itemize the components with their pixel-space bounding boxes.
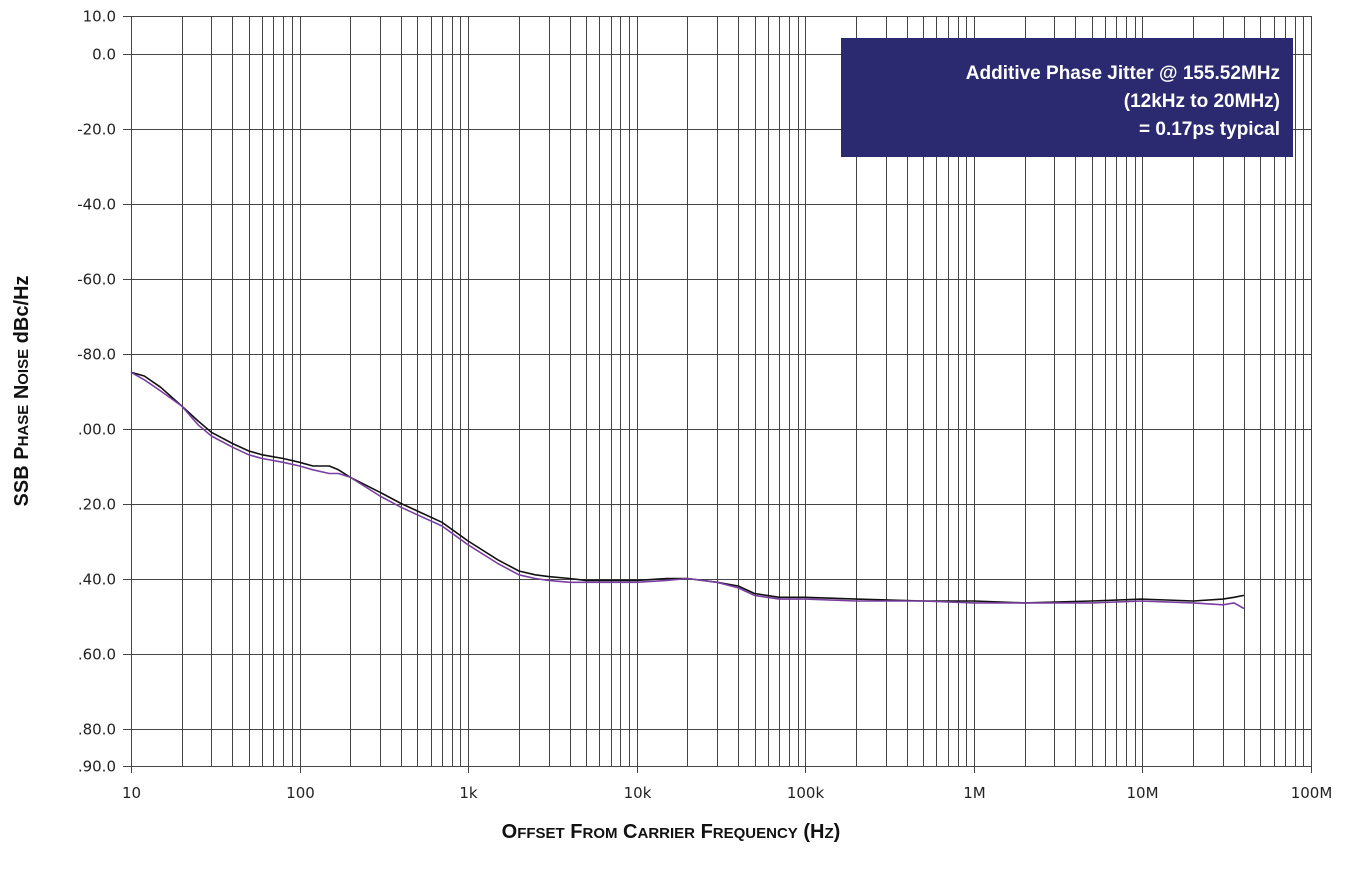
label-part: O [502, 821, 518, 843]
series-line-1 [130, 371, 1245, 604]
y-tick-label: .80.0 [78, 721, 116, 739]
x-tick-label: 1k [459, 784, 478, 802]
label-part: OISE [15, 349, 32, 385]
label-part: ARRIER [638, 825, 696, 842]
label-part: HASE [15, 405, 32, 447]
label-part: F [695, 821, 713, 843]
y-tick-label: -80.0 [77, 346, 116, 364]
label-part: F [565, 821, 583, 843]
y-tick-label: -60.0 [77, 271, 116, 289]
x-tick-label: 10 [122, 784, 141, 802]
annotation-line: = 0.17ps typical [1139, 119, 1280, 140]
y-tick-label: 0.0 [92, 46, 116, 64]
x-tick-label: 100M [1291, 784, 1333, 802]
y-tick-label: -20.0 [77, 121, 116, 139]
label-part: (H [798, 821, 825, 843]
series-line-2 [130, 371, 1245, 610]
label-part: dBc/Hz [11, 276, 33, 349]
x-tick-label: 1M [963, 784, 986, 802]
label-part: REQUENCY [713, 825, 798, 842]
y-tick-label: 10.0 [83, 8, 116, 26]
y-tick-label: .60.0 [78, 646, 116, 664]
jitter-annotation: Additive Phase Jitter @ 155.52MHz (12kHz … [841, 38, 1293, 157]
x-tick-label: 10k [624, 784, 652, 802]
annotation-box [841, 38, 1293, 157]
y-tick-label: -40.0 [77, 196, 116, 214]
y-tick-label: .90.0 [78, 758, 116, 776]
annotation-line: (12kHz to 20MHz) [1124, 91, 1280, 112]
x-axis-ticks: 10 100 1k 10k 100k 1M 10M 100M [122, 766, 1332, 802]
label-part: ) [834, 821, 841, 843]
y-tick-label: .20.0 [78, 496, 116, 514]
label-part: C [618, 821, 638, 843]
y-tick-label: .00.0 [78, 421, 116, 439]
x-axis-label: OFFSET FROM CARRIER FREQUENCY (HZ) [502, 821, 841, 843]
label-part: SSB P [11, 446, 33, 506]
y-axis-label: SSB PHASE NOISE dBc/Hz [11, 276, 33, 507]
x-tick-label: 100 [286, 784, 315, 802]
label-part: Z [824, 825, 833, 842]
label-part: ROM [583, 825, 618, 842]
label-part: FFSET [517, 825, 565, 842]
x-tick-label: 100k [787, 784, 825, 802]
series-layer [130, 371, 1245, 610]
y-tick-label: .40.0 [78, 571, 116, 589]
annotation-line: Additive Phase Jitter @ 155.52MHz [966, 63, 1280, 84]
label-part: N [11, 385, 33, 405]
x-tick-label: 10M [1126, 784, 1158, 802]
y-axis-ticks: 10.0 0.0 -20.0 -40.0 -60.0 -80.0 .00.0 .20.0 .40… [77, 8, 131, 776]
